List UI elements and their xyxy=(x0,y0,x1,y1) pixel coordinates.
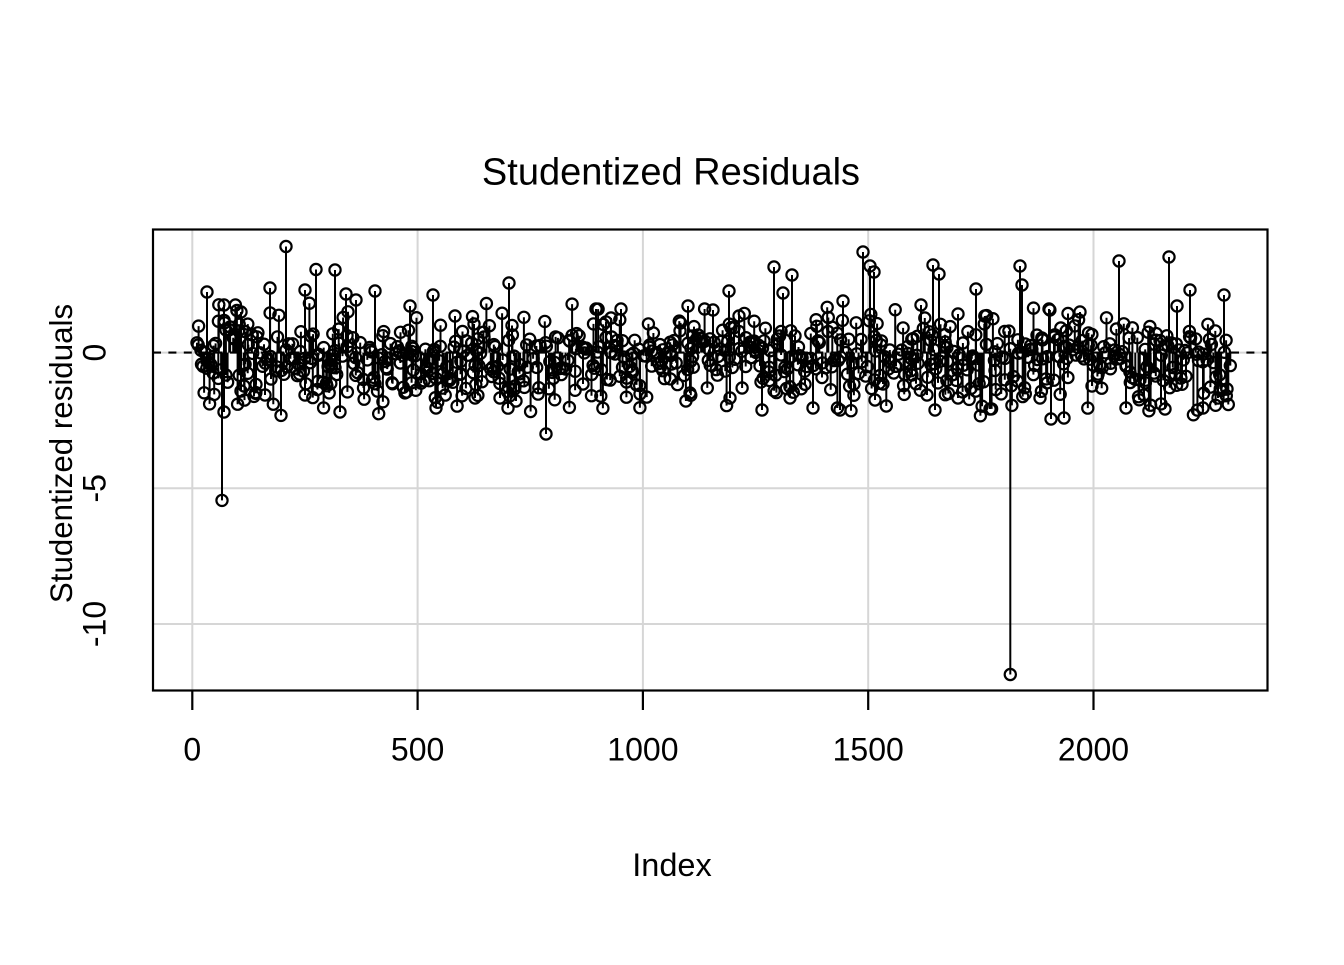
svg-text:0: 0 xyxy=(77,344,113,362)
svg-text:0: 0 xyxy=(183,732,201,768)
svg-text:-5: -5 xyxy=(77,474,113,502)
svg-text:2000: 2000 xyxy=(1058,732,1129,768)
svg-text:1000: 1000 xyxy=(607,732,678,768)
svg-text:-10: -10 xyxy=(77,601,113,647)
svg-text:1500: 1500 xyxy=(833,732,904,768)
svg-text:Studentized Residuals: Studentized Residuals xyxy=(482,152,860,194)
svg-text:Studentized residuals: Studentized residuals xyxy=(44,304,79,603)
svg-text:Index: Index xyxy=(632,847,712,883)
svg-text:500: 500 xyxy=(391,732,444,768)
